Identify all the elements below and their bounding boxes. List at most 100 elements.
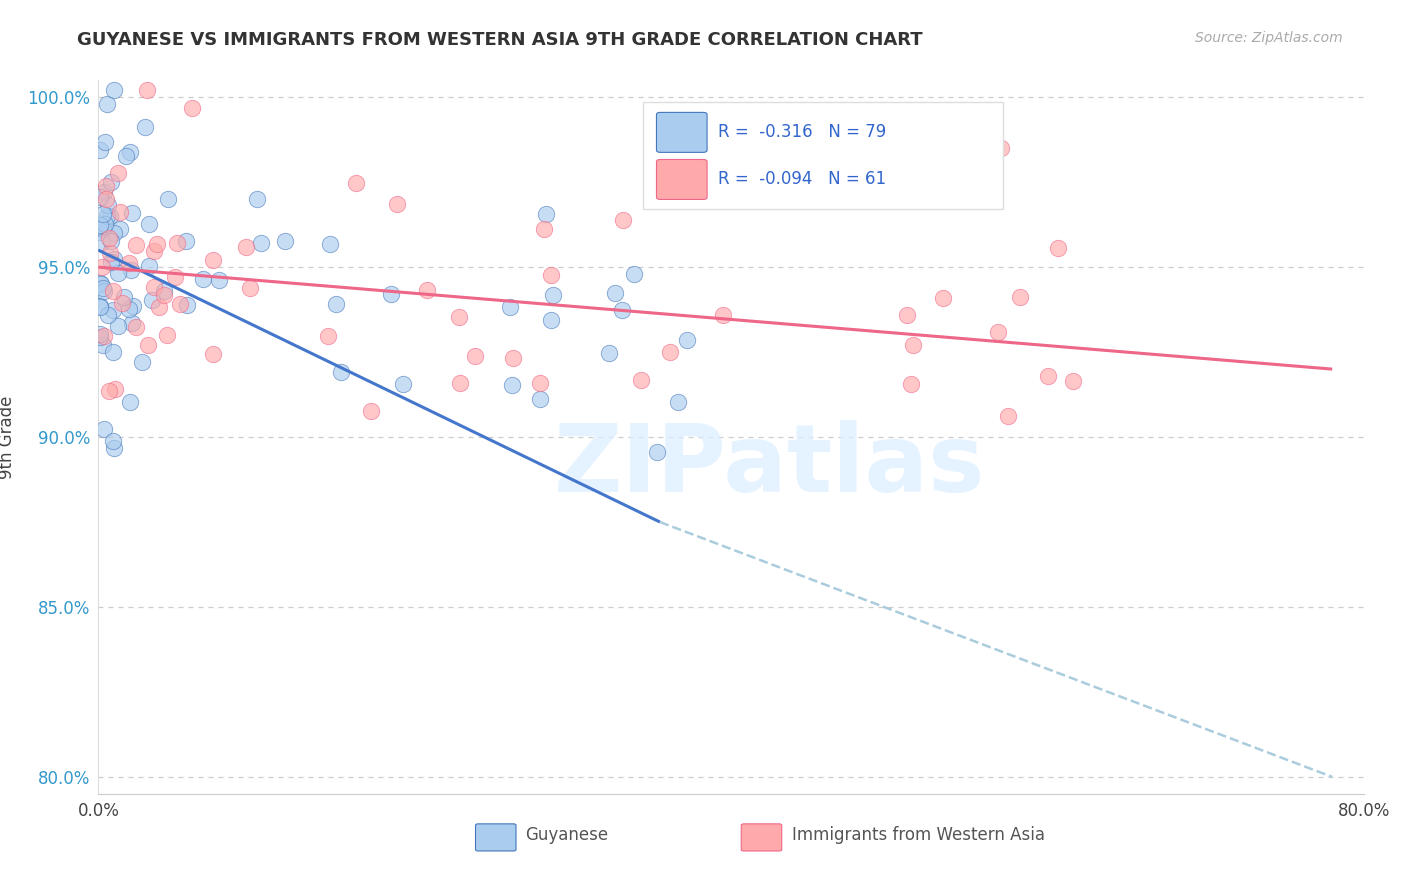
Text: ZIPatlas: ZIPatlas xyxy=(554,419,984,512)
Point xyxy=(142,244,165,259)
Y-axis label: 9th Grade: 9th Grade xyxy=(0,395,15,479)
Point xyxy=(96,97,118,112)
Point xyxy=(103,252,125,266)
Point xyxy=(108,221,131,235)
Point xyxy=(990,141,1012,155)
Point xyxy=(98,245,121,260)
Point xyxy=(176,298,198,312)
Point xyxy=(540,312,562,326)
Point xyxy=(100,254,122,268)
Point xyxy=(98,230,121,244)
Point xyxy=(1010,290,1032,304)
Point xyxy=(666,394,689,409)
Point xyxy=(932,291,955,305)
Point xyxy=(316,328,339,343)
Point xyxy=(896,309,918,323)
FancyBboxPatch shape xyxy=(475,824,516,851)
Point xyxy=(93,185,115,199)
Point xyxy=(142,280,165,294)
Point xyxy=(645,444,668,458)
Point xyxy=(870,122,893,136)
Point xyxy=(93,422,115,436)
Point xyxy=(91,337,114,351)
Point xyxy=(121,316,143,330)
Point xyxy=(120,145,142,160)
Point xyxy=(169,297,191,311)
Point xyxy=(837,186,859,200)
Point xyxy=(380,287,402,301)
Point xyxy=(121,299,143,313)
Point xyxy=(273,234,295,248)
Point xyxy=(1038,369,1060,384)
Point xyxy=(104,383,127,397)
Point xyxy=(534,207,557,221)
Point xyxy=(392,376,415,391)
Point xyxy=(464,350,486,364)
Point xyxy=(114,290,136,304)
Point xyxy=(666,147,689,161)
Point xyxy=(97,384,120,399)
Point xyxy=(533,222,555,236)
Point xyxy=(603,286,626,301)
Point xyxy=(100,235,122,249)
Point xyxy=(120,262,142,277)
Point xyxy=(997,409,1019,423)
Point xyxy=(107,318,129,333)
Point xyxy=(107,266,129,280)
Point xyxy=(97,308,120,322)
Point xyxy=(118,302,141,317)
Point xyxy=(103,83,125,97)
Point xyxy=(91,281,114,295)
Text: Source: ZipAtlas.com: Source: ZipAtlas.com xyxy=(1195,31,1343,45)
Point xyxy=(416,283,439,297)
Point xyxy=(94,179,117,194)
Point xyxy=(630,373,652,387)
Point xyxy=(166,236,188,251)
Point xyxy=(987,325,1010,339)
Point xyxy=(138,259,160,273)
Point xyxy=(540,268,562,283)
Point xyxy=(598,346,620,360)
Point xyxy=(101,345,124,359)
Point xyxy=(94,135,117,149)
Point xyxy=(250,235,273,250)
Point xyxy=(94,193,117,207)
Point xyxy=(107,166,129,180)
Point xyxy=(121,206,143,220)
Text: Guyanese: Guyanese xyxy=(524,826,607,844)
Point xyxy=(89,218,111,232)
Point xyxy=(1062,375,1084,389)
Point xyxy=(208,273,231,287)
Point xyxy=(541,288,564,302)
Point xyxy=(449,376,471,390)
Point xyxy=(90,235,112,249)
Point xyxy=(1047,241,1070,255)
Text: R =  -0.094   N = 61: R = -0.094 N = 61 xyxy=(718,170,887,188)
Point xyxy=(101,303,124,318)
Point xyxy=(93,329,115,343)
Point xyxy=(111,295,134,310)
Point xyxy=(96,209,118,223)
Point xyxy=(125,320,148,334)
Point xyxy=(319,236,342,251)
Point xyxy=(529,376,551,390)
Point xyxy=(115,148,138,162)
Point xyxy=(325,296,347,310)
Point xyxy=(138,217,160,231)
Point xyxy=(239,281,262,295)
Point xyxy=(502,351,524,365)
Point xyxy=(103,441,125,455)
FancyBboxPatch shape xyxy=(657,160,707,200)
Point xyxy=(89,190,111,204)
Point xyxy=(93,284,115,298)
Point xyxy=(153,284,176,298)
Point xyxy=(118,395,141,409)
Point xyxy=(100,175,122,189)
Point xyxy=(344,176,367,190)
Point xyxy=(202,252,225,267)
FancyBboxPatch shape xyxy=(741,824,782,851)
FancyBboxPatch shape xyxy=(657,112,707,153)
Point xyxy=(89,144,111,158)
Point xyxy=(108,204,131,219)
Point xyxy=(118,256,141,270)
